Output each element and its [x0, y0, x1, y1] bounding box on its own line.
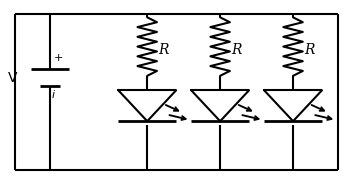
Text: R: R	[304, 43, 315, 57]
Text: V: V	[7, 71, 17, 85]
Text: i: i	[52, 90, 55, 100]
Text: R: R	[159, 43, 169, 57]
Text: +: +	[54, 53, 63, 63]
Text: R: R	[232, 43, 242, 57]
